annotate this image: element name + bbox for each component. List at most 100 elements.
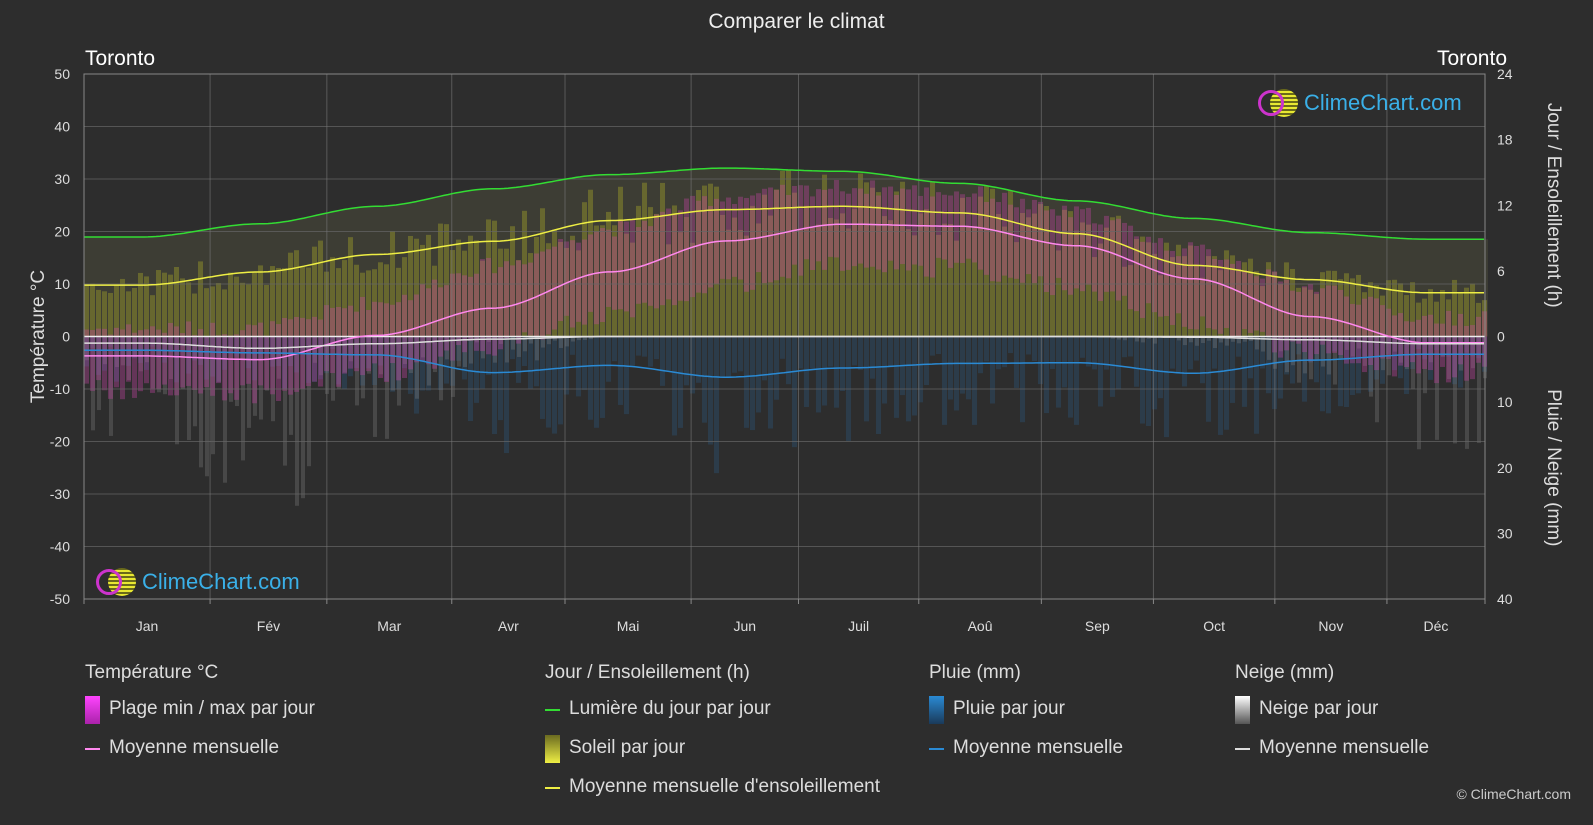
rain-bar: [804, 336, 809, 407]
rain-bar: [378, 336, 383, 366]
sunshine-bar: [1014, 242, 1019, 337]
sunshine-bar: [492, 220, 497, 337]
rain-bar: [354, 336, 359, 368]
snow-bar: [1111, 336, 1115, 339]
snow-bar: [1381, 336, 1385, 371]
sunshine-bar: [498, 248, 503, 337]
rain-bar: [306, 336, 311, 383]
sunshine-bar: [258, 265, 263, 337]
sunshine-bar: [1254, 271, 1259, 337]
temp-range-bar: [960, 194, 965, 263]
temp-avg-swatch: [85, 748, 100, 750]
rain-bar: [276, 336, 281, 366]
daylight-bar: [1260, 227, 1266, 337]
temp-range-bar: [366, 310, 371, 372]
temp-range-bar: [990, 198, 995, 282]
sunshine-bar: [1050, 244, 1055, 337]
rain-bar: [1332, 336, 1337, 352]
rain-bar: [90, 336, 95, 348]
rain-bar: [186, 336, 191, 374]
temp-range-bar: [1338, 289, 1343, 356]
snow-bar: [505, 336, 509, 363]
rain-bar: [108, 336, 113, 347]
snow-bar: [439, 336, 443, 401]
rain-bar: [798, 336, 803, 369]
snow-bar: [361, 336, 365, 399]
temp-range-bar: [606, 229, 611, 307]
snow-bar: [409, 336, 413, 374]
rain-bar: [876, 336, 881, 435]
sunshine-bar: [414, 238, 419, 337]
sunshine-bar: [696, 190, 701, 337]
legend-label: Moyenne mensuelle: [1259, 737, 1430, 758]
daylight-bar: [1476, 239, 1482, 337]
sunshine-bar: [1020, 213, 1025, 337]
precip-tick-label: 30: [1497, 525, 1513, 541]
temp-range-bar: [858, 188, 863, 264]
snow-bar: [199, 336, 203, 468]
rain-bar: [540, 336, 545, 419]
temp-range-bar: [1032, 199, 1037, 284]
snow-bar: [211, 336, 215, 455]
temp-range-bar: [804, 185, 809, 260]
rain-bar: [420, 336, 425, 391]
sunshine-bar: [516, 260, 521, 337]
temp-range-bar: [312, 316, 317, 382]
temp-range-bar: [426, 288, 431, 365]
temp-range-bar: [1164, 250, 1169, 316]
sunshine-bar: [330, 257, 335, 337]
rain-bar: [942, 336, 947, 425]
temp-range-bar: [204, 336, 209, 388]
sunshine-bar: [762, 194, 767, 337]
sunshine-bar: [1290, 268, 1295, 337]
rain-bar: [1242, 336, 1247, 407]
rain-bar: [1008, 336, 1013, 354]
snow-bar: [265, 336, 269, 391]
rain-bar: [228, 336, 233, 349]
rain-bar: [438, 336, 443, 390]
sunshine-bar: [1350, 278, 1355, 337]
sunshine-bar: [804, 205, 809, 337]
temp-range-bar: [504, 261, 509, 339]
snow-bar: [115, 336, 119, 368]
temp-range-bar: [636, 227, 641, 304]
rain-bar: [744, 336, 749, 428]
sunshine-bar: [1068, 211, 1073, 337]
month-label: Déc: [1424, 618, 1449, 634]
rain-bar: [1092, 336, 1097, 370]
rain-bar: [444, 336, 449, 384]
rain-bar: [174, 336, 179, 383]
rain-bar: [1002, 336, 1007, 368]
rain-bar: [522, 336, 527, 367]
rain-bar: [1212, 336, 1217, 369]
rain-bar: [486, 336, 491, 375]
rain-bar: [534, 336, 539, 387]
temp-range-bar: [480, 259, 485, 352]
temp-range-bar: [582, 239, 587, 325]
sunshine-bar: [1026, 217, 1031, 337]
sunshine-bar: [342, 260, 347, 337]
temp-range-bar: [1308, 284, 1313, 362]
rain-bar: [510, 336, 515, 360]
sunshine-bar: [462, 250, 467, 337]
snow-bar: [1315, 336, 1319, 361]
rain-avg-line: [84, 349, 1484, 378]
temp-range-bar: [180, 333, 185, 388]
sunshine-bar: [1092, 257, 1097, 337]
temp-range-bar: [1026, 209, 1031, 275]
rain-bar: [1404, 336, 1409, 394]
snow-bar: [433, 336, 437, 373]
snow-bar: [403, 336, 407, 365]
sunshine-bar: [150, 295, 155, 337]
rain-bar: [264, 336, 269, 350]
rain-bar: [1080, 336, 1085, 358]
daylight-bar: [126, 236, 132, 337]
rain-bar: [648, 336, 653, 367]
sunshine-bar: [954, 240, 959, 337]
snow-bar: [1447, 336, 1451, 380]
right-axis-title-hours: Jour / Ensoleillement (h): [1543, 103, 1564, 308]
sunshine-bar: [870, 187, 875, 337]
sunshine-bar: [930, 181, 935, 337]
sunshine-bar: [1044, 206, 1049, 337]
sunshine-bar: [276, 267, 281, 337]
